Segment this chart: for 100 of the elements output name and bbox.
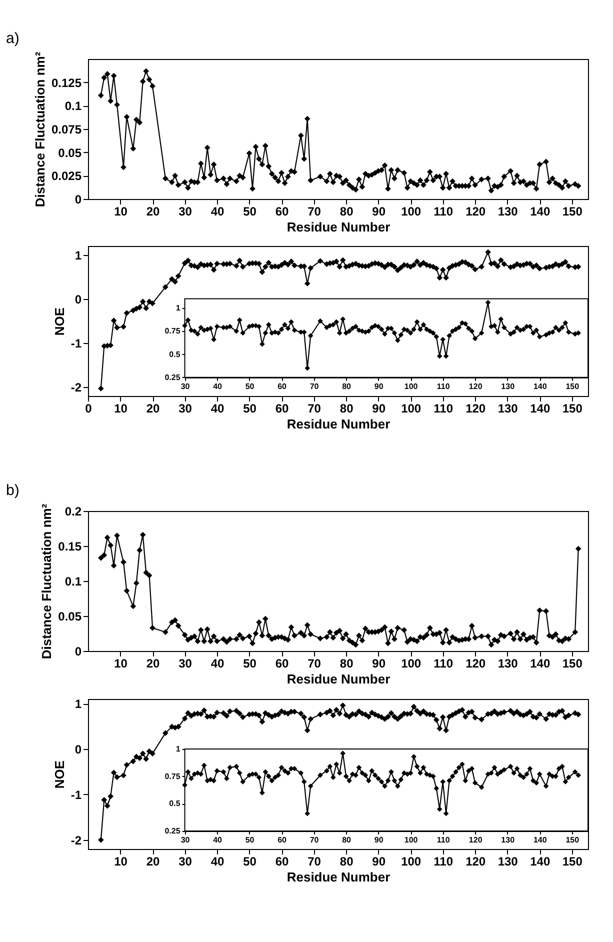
y-tick-label: 1 [176,304,181,313]
x-tick-label: 50 [243,204,257,218]
text: a) [6,30,20,47]
y-tick-label: -2 [70,380,82,395]
x-tick-label: 30 [178,204,192,218]
x-tick-label: 120 [466,854,486,868]
x-axis-title: Residue Number [286,220,390,234]
x-tick-label: 140 [533,382,548,391]
x-tick-label: 80 [342,836,352,844]
x-tick-label: 130 [501,836,516,844]
x-tick-label: 90 [374,382,384,391]
y-tick-label: 0 [74,742,82,756]
x-tick-label: 40 [210,854,225,868]
x-tick-label: 120 [468,836,483,844]
y-tick-label: 0.25 [164,372,181,382]
x-tick-label: 60 [275,204,290,218]
x-tick-label: 40 [213,836,223,844]
y-tick-label: 0.5 [169,799,181,808]
y-axis-title: NOE [52,760,67,789]
x-tick-label: 110 [434,204,454,218]
x-tick-label: 110 [434,854,454,868]
x-tick-label: 60 [278,382,288,391]
x-tick-label: 20 [146,656,160,670]
x-tick-label: 120 [466,656,486,670]
y-tick-label: 0.2 [64,504,82,518]
x-tick-label: 40 [210,204,225,218]
x-tick-label: 90 [372,402,386,416]
x-tick-label: 150 [562,204,583,218]
y-tick-label: 0.25 [164,826,181,836]
x-tick-label: 0 [85,402,92,416]
y-tick-label: 0.05 [58,146,82,160]
x-tick-label: 110 [436,382,450,391]
x-tick-label: 100 [401,204,422,218]
x-tick-label: 50 [243,656,257,670]
x-tick-label: 140 [530,854,550,868]
y-axis-title: NOE [52,307,67,336]
x-tick-label: 70 [308,854,322,868]
x-tick-label: 110 [436,836,450,844]
x-tick-label: 110 [434,402,454,416]
x-tick-label: 150 [566,382,580,391]
x-tick-label: 30 [178,656,192,670]
y-tick-label: 0 [74,192,82,206]
x-tick-label: 80 [340,854,354,868]
x-tick-label: 130 [498,854,518,868]
x-tick-label: 100 [401,854,422,868]
y-tick-label: 1 [176,744,181,754]
x-tick-label: 80 [340,656,354,670]
y-tick-label: 0.125 [51,76,82,90]
y-tick-label: 0.025 [51,169,82,184]
x-tick-label: 90 [372,656,386,670]
x-tick-label: 120 [466,204,486,218]
x-tick-label: 130 [498,204,518,218]
x-tick-label: 120 [466,402,486,416]
x-tick-label: 60 [275,656,290,670]
x-tick-label: 30 [180,382,190,391]
x-axis-title: Residue Number [286,416,390,432]
x-tick-label: 50 [245,836,255,844]
y-tick-label: 0 [74,292,82,306]
x-tick-label: 100 [401,402,422,416]
y-tick-label: 0 [74,644,82,658]
y-tick-label: 0.1 [64,574,82,588]
y-tick-label: 0.75 [164,772,181,781]
x-tick-label: 60 [275,854,290,868]
x-tick-label: 20 [146,204,160,218]
x-tick-label: 50 [243,854,257,868]
x-tick-label: 10 [114,204,128,218]
y-tick-label: 0.075 [51,122,82,136]
x-tick-label: 130 [498,656,518,670]
x-tick-label: 120 [468,382,483,391]
x-tick-label: 50 [243,402,257,416]
y-tick-label: 0.15 [58,540,82,554]
y-tick-label: -2 [70,833,82,848]
x-tick-label: 130 [501,382,516,391]
x-tick-label: 90 [374,836,384,844]
x-tick-label: 80 [340,204,354,218]
y-tick-label: 1 [74,697,82,712]
x-tick-label: 70 [308,402,322,416]
x-tick-label: 70 [310,382,320,391]
x-tick-label: 10 [114,402,128,416]
x-tick-label: 30 [180,836,190,844]
x-axis-title: Residue Number [286,672,390,686]
y-tick-label: 1 [74,248,82,262]
x-tick-label: 100 [404,836,418,844]
y-axis-title: Distance Fluctuation nm² [39,503,54,660]
y-tick-label: 0.75 [164,326,181,336]
x-tick-label: 150 [562,656,583,670]
x-tick-label: 40 [210,656,225,670]
x-tick-label: 70 [310,836,320,844]
x-tick-label: 40 [213,382,223,391]
x-tick-label: 20 [146,854,160,868]
x-tick-label: 90 [372,204,386,218]
x-tick-label: 20 [146,402,160,416]
x-tick-label: 140 [530,204,550,218]
x-tick-label: 130 [498,402,518,416]
x-tick-label: 30 [178,854,192,868]
x-tick-label: 140 [533,836,548,844]
x-tick-label: 100 [401,656,422,670]
x-tick-label: 80 [340,402,354,416]
x-tick-label: 40 [210,402,225,416]
x-tick-label: 70 [308,656,322,670]
